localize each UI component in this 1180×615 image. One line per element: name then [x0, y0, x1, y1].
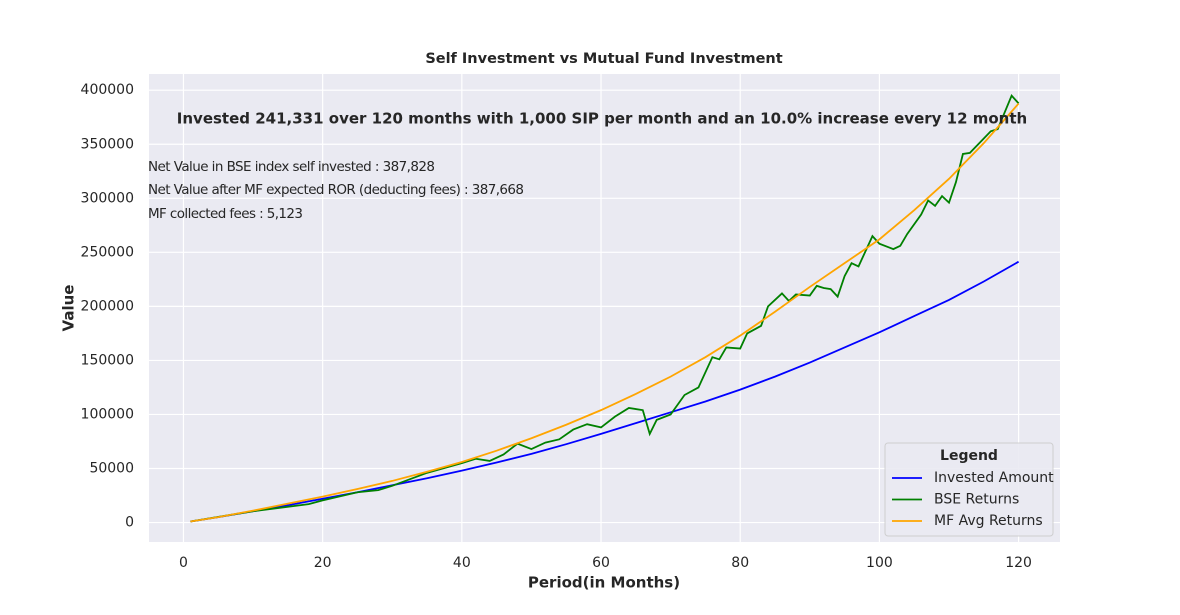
legend-title: Legend	[940, 448, 998, 464]
y-tick-label: 300000	[81, 190, 134, 206]
x-tick-label: 100	[866, 555, 893, 571]
x-tick-label: 60	[592, 555, 610, 571]
series-line	[190, 93, 1020, 523]
y-tick-label: 50000	[89, 461, 134, 477]
y-tick-label: 250000	[81, 244, 134, 260]
series-line	[190, 102, 1020, 523]
legend-label: Invested Amount	[934, 470, 1054, 486]
note: Net Value after MF expected ROR (deducti…	[148, 182, 524, 198]
y-axis-label: Value	[60, 285, 78, 332]
x-tick-label: 40	[453, 555, 471, 571]
x-tick-label: 120	[1005, 555, 1032, 571]
y-tick-label: 350000	[81, 136, 134, 152]
chart-title: Self Investment vs Mutual Fund Investmen…	[425, 51, 782, 67]
x-tick-label: 20	[314, 555, 332, 571]
y-tick-label: 0	[125, 515, 134, 531]
y-tick-label: 400000	[81, 82, 134, 98]
legend-label: MF Avg Returns	[934, 513, 1043, 529]
y-tick-label: 200000	[81, 298, 134, 314]
x-tick-label: 0	[179, 555, 188, 571]
note: Net Value in BSE index self invested : 3…	[148, 159, 435, 175]
y-tick-label: 100000	[81, 406, 134, 422]
x-axis-label: Period(in Months)	[528, 574, 680, 592]
legend-box	[884, 442, 1054, 537]
note: MF collected fees : 5,123	[148, 206, 303, 222]
y-tick-label: 150000	[81, 352, 134, 368]
annotation: Invested 241,331 over 120 months with 1,…	[177, 110, 1027, 128]
x-tick-label: 80	[731, 555, 749, 571]
series-line	[190, 260, 1020, 523]
legend-label: BSE Returns	[934, 492, 1019, 508]
